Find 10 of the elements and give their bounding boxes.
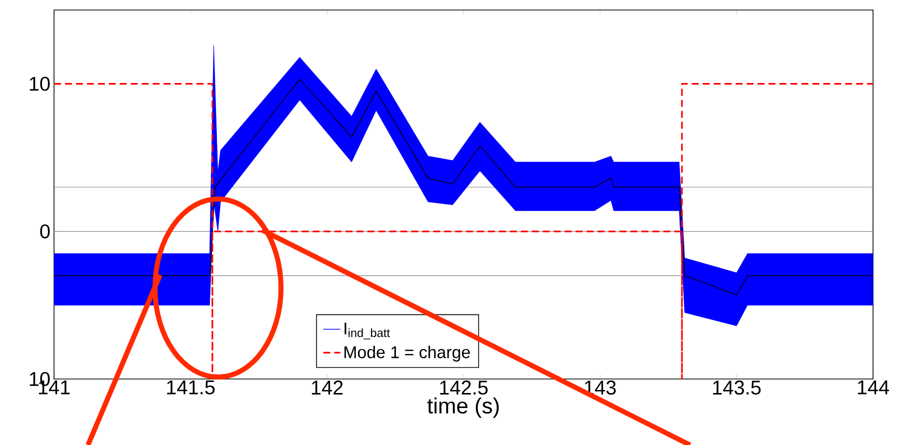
x-tick-label: 142.5	[440, 380, 488, 395]
legend-label: Mode 1 = charge	[344, 346, 470, 362]
y-tick-label: 10	[30, 76, 50, 91]
x-tick-label: 144	[858, 380, 890, 394]
y-tick-label: 0	[40, 224, 50, 238]
x-tick-label: 143.5	[713, 380, 761, 395]
legend-label: I$_{ind_batt}$	[344, 322, 390, 340]
x-axis-title: time (s)	[427, 397, 499, 418]
x-tick-label: 141.5	[167, 380, 215, 394]
x-tick-label: 142	[312, 380, 343, 394]
